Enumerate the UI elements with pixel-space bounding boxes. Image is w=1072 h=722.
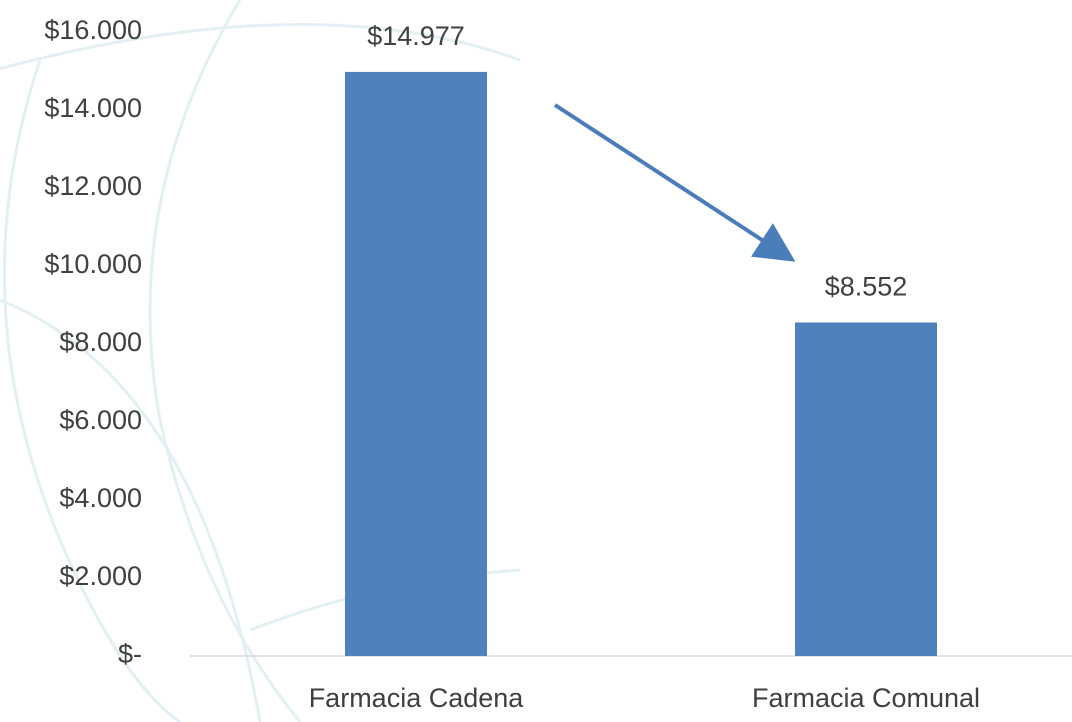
decor-arc <box>2 59 181 722</box>
x-tick-label: Farmacia Cadena <box>309 683 525 713</box>
y-tick-label: $8.000 <box>59 327 142 357</box>
y-tick-label: $- <box>118 639 142 669</box>
bar <box>345 71 487 657</box>
x-tick-label: Farmacia Comunal <box>752 683 980 713</box>
decor-arc <box>0 298 262 722</box>
y-tick-label: $6.000 <box>59 405 142 435</box>
y-tick-label: $4.000 <box>59 483 142 513</box>
decor-arc <box>148 0 302 722</box>
bar <box>795 322 937 656</box>
y-tick-label: $12.000 <box>44 171 142 201</box>
decor-arc <box>0 22 521 71</box>
y-tick-label: $10.000 <box>44 249 142 279</box>
trend-arrow <box>553 103 796 262</box>
y-tick-label: $2.000 <box>59 561 142 591</box>
value-label: $14.977 <box>367 21 465 51</box>
value-label: $8.552 <box>825 272 908 302</box>
y-tick-label: $16.000 <box>44 15 142 45</box>
y-tick-label: $14.000 <box>44 93 142 123</box>
